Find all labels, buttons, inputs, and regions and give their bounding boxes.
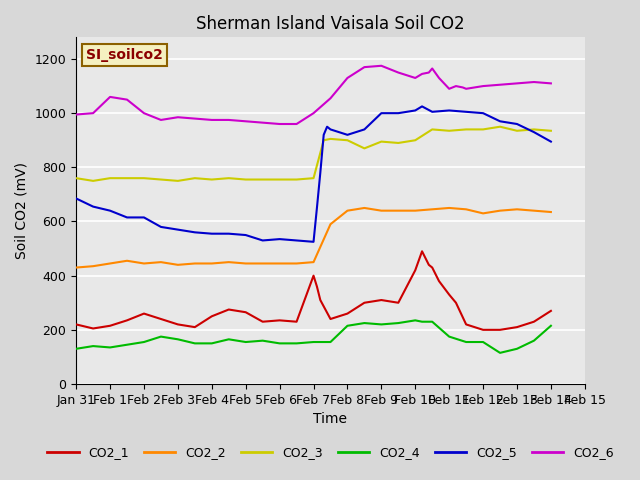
Legend: CO2_1, CO2_2, CO2_3, CO2_4, CO2_5, CO2_6: CO2_1, CO2_2, CO2_3, CO2_4, CO2_5, CO2_6 — [42, 442, 619, 465]
Text: SI_soilco2: SI_soilco2 — [86, 48, 163, 62]
X-axis label: Time: Time — [314, 412, 348, 426]
Title: Sherman Island Vaisala Soil CO2: Sherman Island Vaisala Soil CO2 — [196, 15, 465, 33]
Y-axis label: Soil CO2 (mV): Soil CO2 (mV) — [15, 162, 29, 259]
